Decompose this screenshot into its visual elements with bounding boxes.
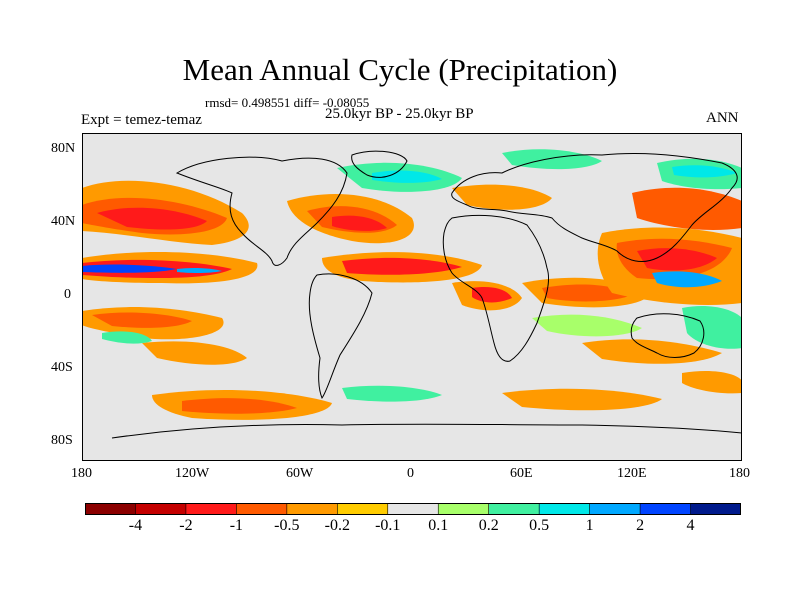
anomaly-patch <box>652 271 722 288</box>
lat-label-0: 0 <box>64 287 71 302</box>
eurasia-outline <box>451 152 738 262</box>
colorbar-swatch <box>236 503 288 515</box>
colorbar-swatch <box>135 503 187 515</box>
lon-label-180e: 180 <box>729 466 750 481</box>
anomaly-patch <box>672 165 737 178</box>
colorbar-label: 0.2 <box>478 517 499 534</box>
anomaly-patch <box>177 267 222 273</box>
colorbar-swatch <box>488 503 540 515</box>
anomaly-patch <box>182 398 297 414</box>
anomaly-patch <box>332 215 387 231</box>
colorbar-label: 0.1 <box>428 517 449 534</box>
colorbar-swatch <box>85 503 137 515</box>
lat-label-40n: 40N <box>51 214 76 229</box>
colorbar-label: 0.5 <box>529 517 550 534</box>
colorbar-label: -0.5 <box>274 517 300 534</box>
precipitation-map <box>82 133 742 461</box>
lon-label-0: 0 <box>407 466 414 481</box>
colorbar-label: 2 <box>636 517 645 534</box>
experiment-label: Expt = temez-temaz <box>81 112 202 128</box>
colorbar-swatch <box>639 503 692 515</box>
colorbar-label: -1 <box>229 517 244 534</box>
colorbar-label: 1 <box>585 517 594 534</box>
colorbar <box>85 503 741 515</box>
colorbar-label: -0.2 <box>324 517 350 534</box>
anomaly-patch <box>682 370 742 394</box>
colorbar-swatch <box>185 503 238 515</box>
anomaly-patch <box>637 248 717 271</box>
anomaly-patch <box>582 339 722 364</box>
period-text: 25.0kyr BP - 25.0kyr BP <box>325 106 474 122</box>
anomaly-patch <box>532 314 642 337</box>
colorbar-label: -4 <box>128 517 143 534</box>
anomaly-patch <box>342 385 442 402</box>
lat-label-80n: 80N <box>51 141 76 156</box>
stats-text: rmsd= 0.498551 diff= -0.08055 <box>205 95 370 110</box>
anomaly-patch <box>632 187 742 230</box>
greenland-outline <box>351 150 408 178</box>
anomaly-patch <box>342 257 462 275</box>
anomaly-patch <box>102 331 152 344</box>
antarctica-outline <box>111 423 742 439</box>
map-frame <box>82 133 742 461</box>
africa-outline <box>442 214 550 362</box>
colorbar-swatch <box>337 503 389 515</box>
anomaly-patch <box>142 341 247 365</box>
season-label: ANN <box>706 110 739 126</box>
anomaly-patch <box>452 184 552 210</box>
lon-label-180w: 180 <box>71 466 92 481</box>
colorbar-label: -2 <box>179 517 193 534</box>
colorbar-swatch <box>690 503 741 515</box>
plot-title: Mean Annual Cycle (Precipitation) <box>182 52 618 87</box>
colorbar-label: 4 <box>686 517 695 534</box>
anomaly-patch <box>372 170 442 183</box>
colorbar-swatch <box>538 503 591 515</box>
colorbar-swatch <box>589 503 641 515</box>
australia-outline <box>630 313 705 358</box>
lon-label-120e: 120E <box>617 466 647 481</box>
anomaly-patch <box>92 312 192 328</box>
lat-label-40s: 40S <box>51 360 73 375</box>
lon-label-60e: 60E <box>510 466 533 481</box>
colorbar-label: -0.1 <box>375 517 401 534</box>
colorbar-swatch <box>387 503 440 515</box>
anomaly-patch <box>97 207 207 230</box>
anomaly-patch <box>82 264 177 273</box>
anomaly-patch <box>502 388 662 411</box>
lat-label-80s: 80S <box>51 433 73 448</box>
anomaly-patch <box>682 306 742 349</box>
precip-anomaly-fields <box>82 149 742 420</box>
colorbar-swatch <box>286 503 339 515</box>
south-america-outline <box>308 273 373 400</box>
lon-label-120w: 120W <box>175 466 210 481</box>
colorbar-swatch <box>437 503 490 515</box>
coastlines <box>111 150 742 439</box>
lon-label-60w: 60W <box>286 466 314 481</box>
north-america-outline <box>175 156 348 266</box>
